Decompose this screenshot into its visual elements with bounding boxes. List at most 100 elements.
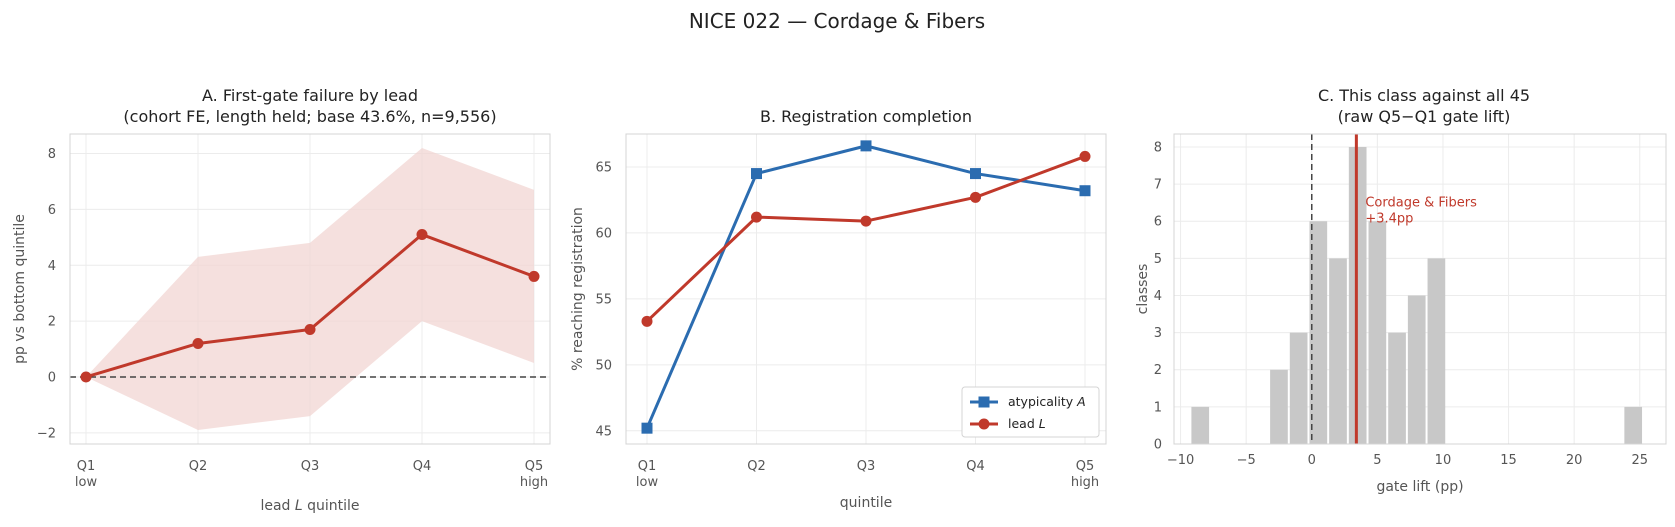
- panel-c-y-tick-label: 8: [1154, 140, 1162, 155]
- panel-c-x-ticks: −10 −5 0 5 10 15 20 25: [1167, 453, 1648, 468]
- panel-b-x-tick-label: Q1: [638, 459, 657, 474]
- panel-c-y-tick-label: 5: [1154, 252, 1162, 267]
- panel-a-title-line1: A. First-gate failure by lead: [202, 86, 418, 105]
- panel-a-data-point: [416, 229, 428, 241]
- panel-c-title-line1: C. This class against all 45: [1318, 86, 1530, 105]
- legend-lead-marker: [978, 418, 990, 430]
- panel-a-x-tick-sublabel: low: [75, 475, 98, 490]
- panel-b-x-tick-label: Q2: [747, 459, 766, 474]
- figure-title: NICE 022 — Cordage & Fibers: [689, 9, 985, 33]
- panel-b-x-tick-label: Q3: [857, 459, 876, 474]
- panel-c-x-tick-label: 20: [1566, 453, 1583, 468]
- panel-a-y-tick-label: 6: [48, 203, 56, 218]
- panel-a-x-tick-label: Q3: [301, 459, 320, 474]
- panel-c-x-tick-label: −5: [1237, 453, 1256, 468]
- panel-c-annotation-value: +3.4pp: [1365, 212, 1413, 227]
- panel-a-series: [80, 229, 540, 383]
- panel-a-data-point: [192, 337, 204, 349]
- panel-c-y-tick-label: 1: [1154, 400, 1162, 415]
- panel-b-data-point-square: [860, 140, 872, 152]
- panel-b-data-point-circle: [751, 211, 762, 223]
- panel-a-data-point: [80, 371, 92, 383]
- panel-a-data-point: [304, 323, 316, 335]
- panel-b-data-point-square: [970, 168, 981, 180]
- panel-b-y-tick-label: 50: [595, 358, 612, 373]
- panel-c: C. This class against all 45 (raw Q5−Q1 …: [1135, 86, 1667, 495]
- panel-c-histogram-bar: [1329, 258, 1347, 444]
- panel-a-y-tick-label: 8: [48, 147, 56, 162]
- panel-a-y-tick-label: −2: [37, 426, 56, 441]
- panel-a-x-tick-label: Q2: [189, 459, 208, 474]
- panel-a-x-label: lead L quintile: [260, 498, 359, 514]
- panel-b-title: B. Registration completion: [760, 107, 972, 126]
- panel-a-frame: [69, 133, 551, 445]
- panel-a: A. First-gate failure by lead (cohort FE…: [12, 86, 551, 514]
- panel-c-histogram-bar: [1407, 295, 1426, 444]
- panel-b-series: [641, 140, 1091, 434]
- panel-b-x-tick-label: Q5: [1076, 459, 1095, 474]
- panel-b-data-point-square: [641, 422, 653, 434]
- panel-b-data-point-square: [751, 168, 762, 180]
- panel-a-y-tick-label: 2: [48, 315, 56, 330]
- panel-c-y-label: classes: [1135, 264, 1151, 315]
- panel-c-histogram-bar: [1368, 221, 1387, 444]
- panel-c-title-line2: (raw Q5−Q1 gate lift): [1338, 107, 1511, 126]
- panel-b-data-point-circle: [1079, 150, 1091, 162]
- panel-c-bars: [1191, 146, 1643, 444]
- panel-a-y-tick-label: 4: [48, 259, 56, 274]
- panel-a-x-tick-sublabel: high: [520, 475, 548, 490]
- panel-c-x-tick-label: 10: [1435, 453, 1452, 468]
- panel-c-y-tick-label: 7: [1154, 178, 1162, 193]
- panel-c-x-label: gate lift (pp): [1376, 479, 1463, 495]
- panel-c-histogram-bar: [1624, 406, 1643, 444]
- panel-a-title-line2: (cohort FE, length held; base 43.6%, n=9…: [123, 107, 496, 126]
- panel-c-x-tick-label: 5: [1373, 453, 1381, 468]
- panel-b-y-label: % reaching registration: [570, 207, 586, 371]
- panel-b-y-tick-label: 45: [595, 424, 612, 439]
- panel-b-data-point-circle: [860, 215, 872, 227]
- panel-b-legend: atypicality A lead L: [961, 386, 1100, 438]
- panel-a-y-label: pp vs bottom quintile: [12, 214, 28, 364]
- panel-c-y-ticks: 0 1 2 3 4 5 6 7 8: [1154, 140, 1162, 452]
- panel-a-x-tick-label: Q4: [413, 459, 432, 474]
- panel-c-y-tick-label: 4: [1154, 289, 1162, 304]
- panel-c-y-tick-label: 2: [1154, 363, 1162, 378]
- panel-c-frame: [1173, 133, 1667, 445]
- panel-a-y-tick-label: 0: [48, 370, 56, 385]
- panel-b-x-label: quintile: [840, 495, 892, 511]
- panel-b-x-tick-sublabel: high: [1071, 475, 1099, 490]
- panel-b-x-tick-sublabel: low: [636, 475, 659, 490]
- panel-c-x-tick-label: 25: [1631, 453, 1648, 468]
- panel-b-frame: [625, 133, 1107, 445]
- panel-c-x-tick-label: −10: [1167, 453, 1194, 468]
- panel-c-y-tick-label: 6: [1154, 215, 1162, 230]
- panel-c-x-tick-label: 15: [1500, 453, 1517, 468]
- panel-c-y-tick-label: 3: [1154, 326, 1162, 341]
- panel-c-histogram-bar: [1388, 332, 1406, 444]
- panel-a-data-point: [528, 270, 540, 282]
- panel-a-y-ticks: −2 0 2 4 6 8: [37, 147, 56, 441]
- panel-c-histogram-bar: [1309, 221, 1328, 444]
- panel-c-x-tick-label: 0: [1308, 453, 1316, 468]
- panel-c-histogram-bar: [1427, 258, 1446, 444]
- panel-b-y-ticks: 45 50 55 60 65: [595, 160, 612, 439]
- panel-c-histogram-bar: [1270, 369, 1288, 444]
- panel-a-confidence-band: [86, 147, 534, 431]
- panel-b-y-tick-label: 65: [595, 160, 612, 175]
- panel-c-histogram-bar: [1289, 332, 1308, 444]
- legend-lead-label: lead L: [1008, 416, 1046, 431]
- panel-b-data-point-circle: [970, 191, 981, 203]
- panel-c-annotation-name: Cordage & Fibers: [1365, 196, 1477, 211]
- panel-a-x-tick-label: Q5: [525, 459, 544, 474]
- panel-b-x-tick-label: Q4: [966, 459, 985, 474]
- panel-b-y-tick-label: 55: [595, 292, 612, 307]
- legend-atypicality-marker: [978, 396, 990, 408]
- panel-c-histogram-bar: [1191, 406, 1210, 444]
- panel-b-data-point-circle: [641, 315, 653, 327]
- panel-b-y-tick-label: 60: [595, 226, 612, 241]
- legend-atypicality-label: atypicality A: [1008, 394, 1086, 409]
